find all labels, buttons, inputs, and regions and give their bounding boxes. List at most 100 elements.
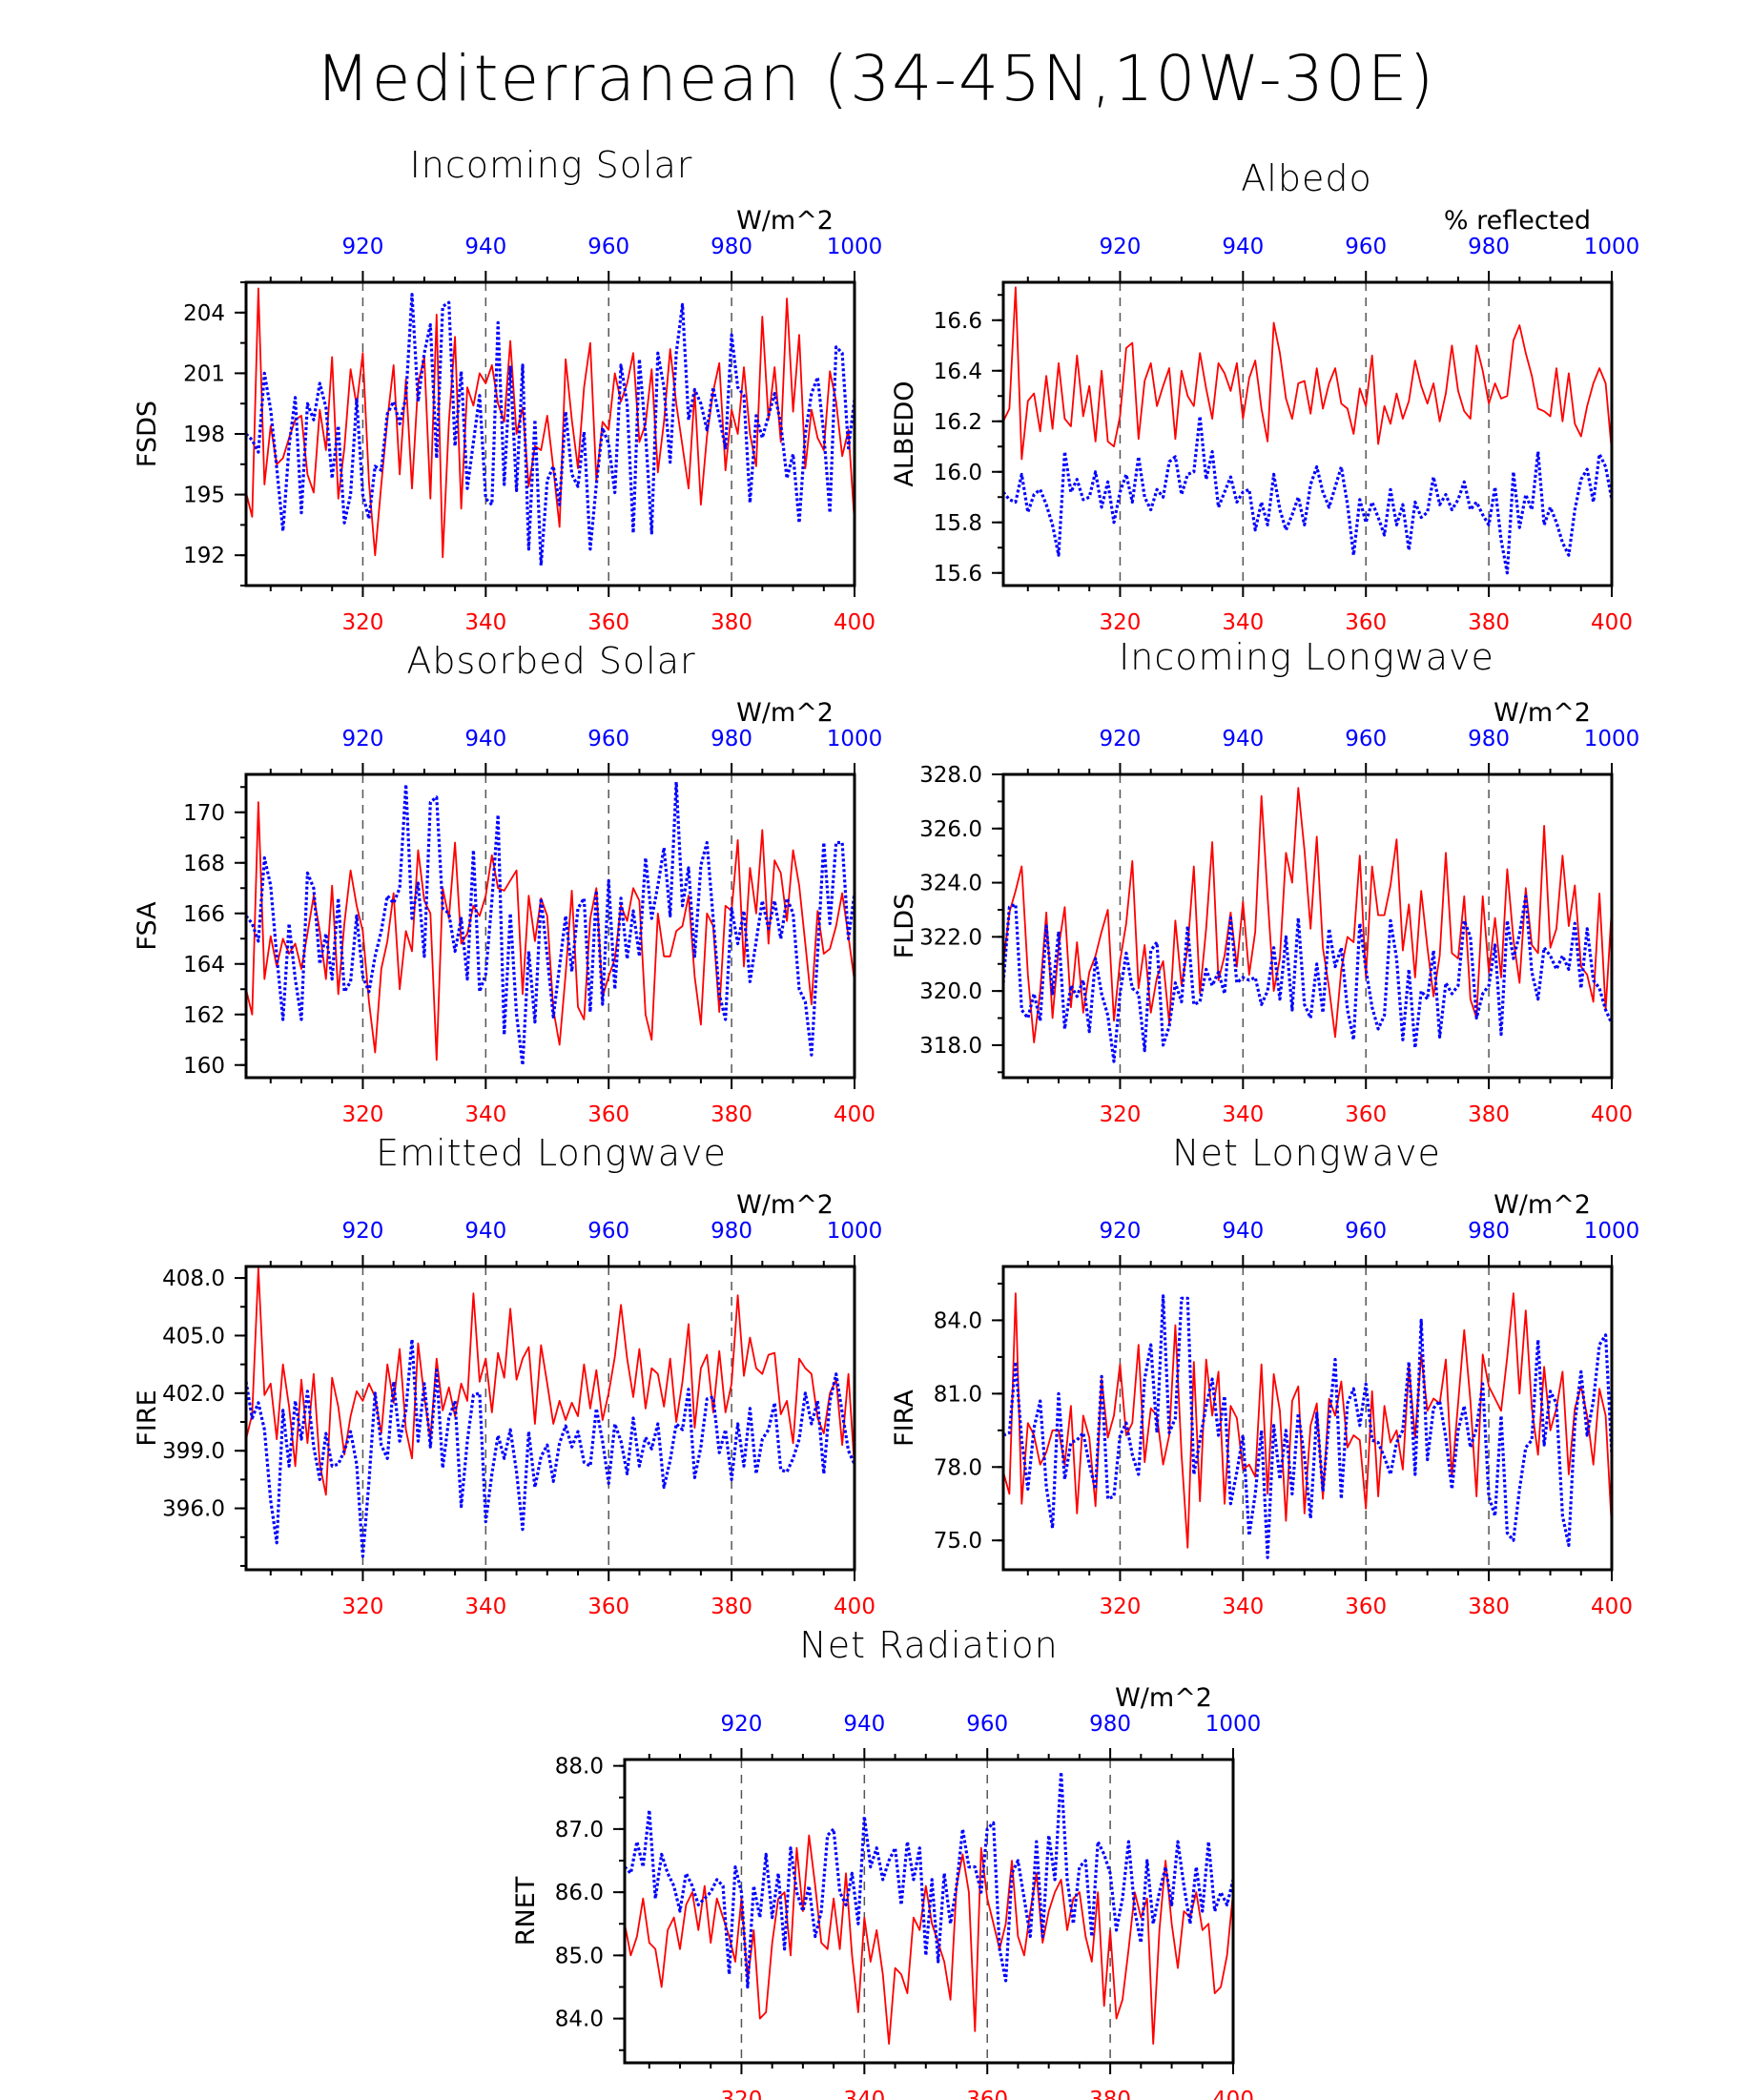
y-tick-label: 78.0 xyxy=(934,1455,982,1480)
top-tick-label: 1000 xyxy=(827,235,883,259)
figure-title: Mediterranean (34-45N,10W-30E) xyxy=(316,42,1435,115)
bottom-tick-label: 380 xyxy=(1468,1102,1510,1127)
top-tick-label: 920 xyxy=(1099,235,1141,259)
bottom-tick-label: 360 xyxy=(966,2088,1008,2100)
panel-title: Net Radiation xyxy=(799,1624,1058,1666)
top-tick-label: 940 xyxy=(843,1712,885,1737)
top-tick-label: 960 xyxy=(966,1712,1008,1737)
bottom-tick-label: 400 xyxy=(1591,1595,1633,1619)
series-line-red xyxy=(1002,286,1613,461)
series-line-blue xyxy=(1001,895,1614,1063)
bottom-tick-label: 320 xyxy=(720,2088,762,2100)
y-tick-label: 328.0 xyxy=(919,763,982,788)
panel-7: Net Radiation 320 340 360 380 400 920 940 960 980… xyxy=(511,1624,1261,2100)
unit-label: W/m^2 xyxy=(1494,1190,1591,1220)
top-tick-label: 940 xyxy=(464,235,506,259)
y-tick-label: 326.0 xyxy=(919,817,982,842)
plot-frame xyxy=(244,772,856,1080)
top-tick-label: 920 xyxy=(720,1712,762,1737)
top-tick-label: 940 xyxy=(464,727,506,751)
unit-label: W/m^2 xyxy=(1494,698,1591,728)
top-tick-label: 1000 xyxy=(1584,235,1640,259)
panel-2: Albedo 320 340 360 380 400 920 940 960 980 1000% r… xyxy=(890,157,1639,635)
bottom-tick-label: 400 xyxy=(1591,610,1633,635)
y-tick-label: 201 xyxy=(183,361,225,386)
top-tick-label: 960 xyxy=(1345,727,1387,751)
bottom-tick-label: 340 xyxy=(1222,610,1264,635)
top-tick-label: 940 xyxy=(1222,727,1264,751)
top-tick-label: 980 xyxy=(1089,1712,1131,1737)
y-tick-label: 15.6 xyxy=(934,562,982,587)
top-tick-label: 960 xyxy=(1345,1219,1387,1244)
series-line-blue xyxy=(1002,1294,1614,1559)
bottom-tick-label: 340 xyxy=(1222,1102,1264,1127)
top-tick-label: 980 xyxy=(711,1219,752,1244)
y-tick-label: 16.0 xyxy=(934,461,982,485)
top-tick-label: 980 xyxy=(1468,1219,1510,1244)
y-tick-label: 84.0 xyxy=(934,1308,982,1333)
y-axis-label: RNET xyxy=(511,1876,541,1946)
unit-label: W/m^2 xyxy=(1115,1683,1212,1713)
panel-5: Emitted Longwave 320 340 360 380 400 920 940 960… xyxy=(133,1132,882,1619)
y-tick-label: 322.0 xyxy=(919,925,982,950)
y-tick-label: 168 xyxy=(183,852,225,876)
bottom-tick-label: 380 xyxy=(1089,2088,1131,2100)
series-line-red xyxy=(1002,787,1613,1043)
top-tick-label: 1000 xyxy=(1584,1219,1640,1244)
plot-frame xyxy=(1001,1265,1614,1572)
y-axis-label: FSDS xyxy=(133,401,162,467)
y-tick-label: 318.0 xyxy=(919,1034,982,1059)
top-tick-label: 940 xyxy=(1222,1219,1264,1244)
panel-1: Incoming Solar 320 340 360 380 400 920 940 960 98… xyxy=(133,144,882,635)
bottom-tick-label: 340 xyxy=(464,1595,506,1619)
bottom-tick-label: 400 xyxy=(1212,2088,1254,2100)
panel-6: Net Longwave 320 340 360 380 400 920 940 960 980 1… xyxy=(890,1132,1639,1619)
top-tick-label: 1000 xyxy=(1205,1712,1262,1737)
bottom-tick-label: 320 xyxy=(341,1102,383,1127)
y-tick-label: 195 xyxy=(183,484,225,508)
y-tick-label: 81.0 xyxy=(934,1382,982,1407)
bottom-tick-label: 320 xyxy=(1099,1102,1141,1127)
bottom-tick-label: 380 xyxy=(1468,610,1510,635)
y-tick-label: 396.0 xyxy=(162,1497,225,1522)
bottom-tick-label: 380 xyxy=(711,1595,752,1619)
bottom-tick-label: 360 xyxy=(1345,610,1387,635)
top-tick-label: 940 xyxy=(464,1219,506,1244)
y-tick-label: 162 xyxy=(183,1003,225,1028)
bottom-tick-label: 340 xyxy=(464,610,506,635)
series-line-red xyxy=(245,287,855,559)
unit-label: W/m^2 xyxy=(736,206,834,236)
y-tick-label: 16.6 xyxy=(934,309,982,334)
y-tick-label: 15.8 xyxy=(934,511,982,536)
plot-frame xyxy=(623,1758,1235,2065)
series-line-blue xyxy=(244,780,856,1067)
panel-title: Incoming Solar xyxy=(410,144,693,186)
panel-4: Incoming Longwave 320 340 360 380 400 920 940 96… xyxy=(890,636,1639,1127)
y-tick-label: 85.0 xyxy=(555,1944,604,1968)
panel-title: Incoming Longwave xyxy=(1119,636,1494,678)
series-line-blue xyxy=(244,1337,856,1558)
y-tick-label: 88.0 xyxy=(555,1755,604,1780)
y-tick-label: 84.0 xyxy=(555,2007,604,2032)
bottom-tick-label: 400 xyxy=(1591,1102,1633,1127)
panel-title: Albedo xyxy=(1241,157,1371,199)
series-line-red xyxy=(1002,1292,1613,1549)
series-line-red xyxy=(245,801,855,1061)
y-tick-label: 86.0 xyxy=(555,1881,604,1905)
top-tick-label: 960 xyxy=(1345,235,1387,259)
panel-title: Absorbed Solar xyxy=(406,640,695,682)
y-tick-label: 320.0 xyxy=(919,979,982,1004)
bottom-tick-label: 380 xyxy=(711,610,752,635)
y-tick-label: 87.0 xyxy=(555,1818,604,1843)
y-tick-label: 164 xyxy=(183,953,225,978)
bottom-tick-label: 340 xyxy=(1222,1595,1264,1619)
y-axis-label: FIRA xyxy=(890,1390,919,1447)
unit-label: W/m^2 xyxy=(736,1190,834,1220)
y-tick-label: 324.0 xyxy=(919,872,982,896)
y-tick-label: 166 xyxy=(183,902,225,927)
y-tick-label: 204 xyxy=(183,301,225,326)
series-line-blue xyxy=(1001,414,1614,575)
unit-label: W/m^2 xyxy=(736,698,834,728)
panel-title: Net Longwave xyxy=(1172,1132,1441,1174)
